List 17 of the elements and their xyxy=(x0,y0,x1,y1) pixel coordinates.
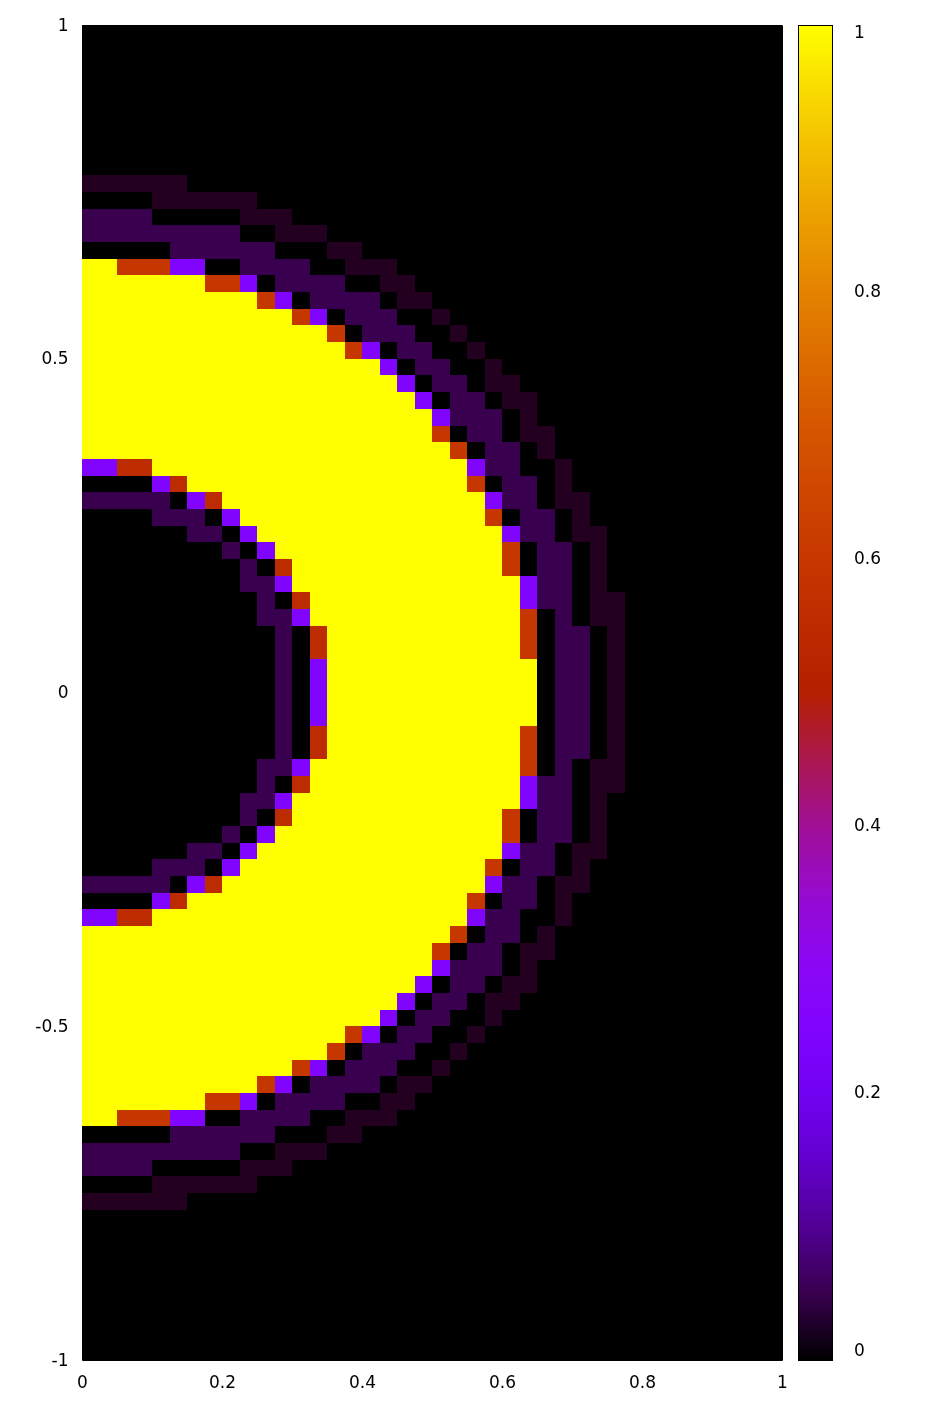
color-bar-label: 0.2 xyxy=(854,1082,882,1102)
y-tick-label: 1 xyxy=(57,14,69,35)
y-tick-label: -0.5 xyxy=(35,1015,69,1036)
color-bar-label: 0.4 xyxy=(854,815,882,835)
color-bar-label: 0.8 xyxy=(854,281,882,301)
x-tick-label: 0.6 xyxy=(488,1371,517,1392)
y-tick-label: -1 xyxy=(51,1349,69,1370)
x-tick-label: 0.2 xyxy=(208,1371,237,1392)
color-bar-label: 0.6 xyxy=(854,548,882,568)
y-tick-label: 0.5 xyxy=(41,348,69,369)
x-tick-label: 0.4 xyxy=(348,1371,377,1392)
color-bar-label: 1 xyxy=(854,22,865,42)
y-tick-label: 0 xyxy=(57,682,69,702)
x-tick-label: 1 xyxy=(777,1371,788,1392)
x-tick-label: 0.8 xyxy=(628,1371,657,1392)
x-tick-label: 0 xyxy=(77,1371,88,1392)
color-bar-label: 0 xyxy=(854,1340,865,1360)
